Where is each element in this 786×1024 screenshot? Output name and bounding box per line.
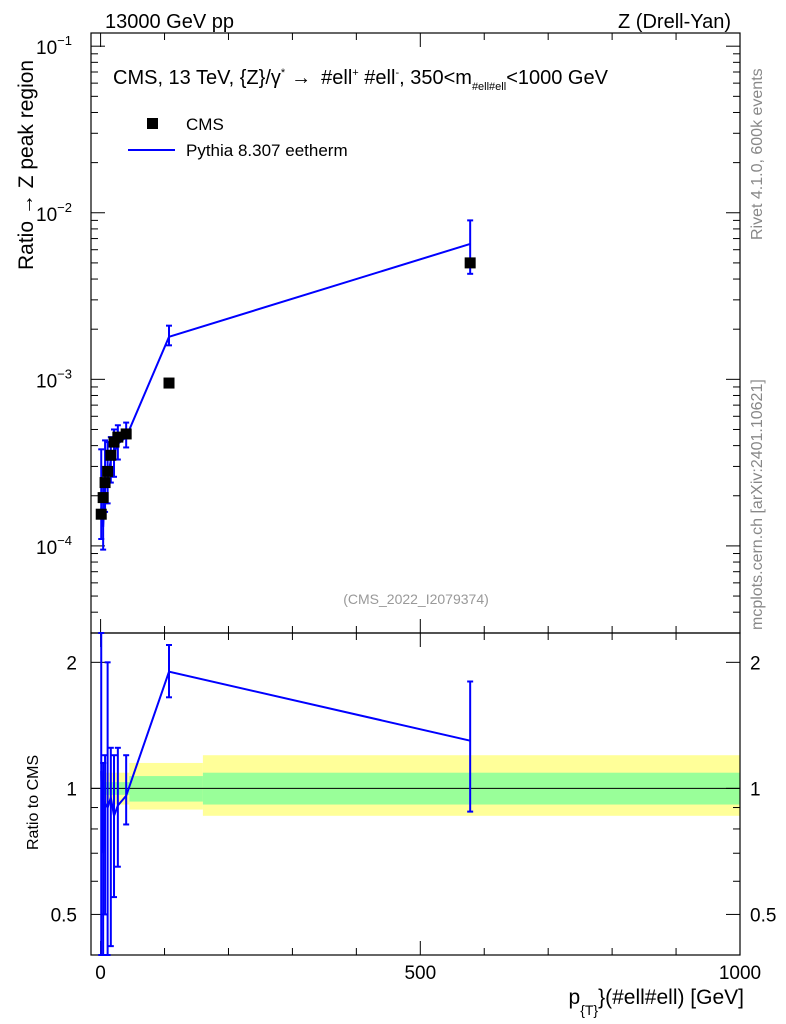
- ratio-y-tick-label: 2: [750, 653, 761, 674]
- ratio-y-tick-label: 1: [66, 779, 77, 800]
- ratio-bands: [91, 755, 740, 816]
- y-tick-label: 10−2: [36, 200, 72, 226]
- axis-ticks: 0 500 1000 10−1 10−2 10−3 10−4 0.5 0.5 1 1 2 2: [36, 33, 776, 984]
- legend-label-cms: CMS: [186, 115, 224, 134]
- mc-line: [100, 242, 471, 528]
- ratio-y-tick-label: 2: [66, 653, 77, 674]
- ratio-y-tick-label: 0.5: [750, 905, 776, 926]
- x-tick-label: 0: [95, 963, 106, 984]
- ratio-y-tick-label: 1: [750, 779, 761, 800]
- rivet-version: Rivet 4.1.0, 600k events: [749, 68, 766, 240]
- analysis-watermark: (CMS_2022_I2079374): [343, 591, 489, 607]
- main-series: [95, 219, 476, 551]
- legend-marker-cms: [147, 118, 158, 129]
- main-y-label: Ratio → Z peak region: [15, 60, 38, 270]
- source-label: mcplots.cern.ch [arXiv:2401.10621]: [749, 379, 766, 630]
- cms-data-point: [464, 257, 476, 269]
- ratio-series: [98, 632, 474, 956]
- cms-data-point: [97, 492, 109, 504]
- header-right: Z (Drell-Yan): [618, 11, 731, 33]
- cms-data-point: [120, 428, 132, 440]
- ratio-y-tick-label: 0.5: [51, 905, 77, 926]
- cms-data-point: [163, 377, 175, 389]
- cms-data-point: [99, 477, 111, 489]
- ratio-plot-frame: [90, 632, 741, 956]
- y-tick-label: 10−3: [36, 366, 72, 392]
- x-tick-label: 500: [404, 963, 436, 984]
- ratio-y-label: Ratio to CMS: [25, 755, 42, 850]
- legend: CMS Pythia 8.307 eetherm: [128, 115, 348, 160]
- y-tick-label: 10−1: [36, 33, 72, 59]
- cms-data-point: [112, 431, 124, 443]
- cms-data-point: [102, 465, 114, 477]
- y-tick-label: 10−4: [36, 533, 72, 559]
- x-axis-label: p{T}}(#ell#ell) [GeV]: [569, 986, 745, 1018]
- x-tick-label: 1000: [719, 963, 761, 984]
- plot-title: CMS, 13 TeV, {Z}/γ* → #ell+ #ell-, 350<m#e…: [113, 67, 609, 93]
- header-left: 13000 GeV pp: [105, 11, 234, 33]
- cms-data-point: [95, 508, 107, 520]
- legend-label-pythia: Pythia 8.307 eetherm: [186, 141, 348, 160]
- cms-data-point: [105, 449, 117, 461]
